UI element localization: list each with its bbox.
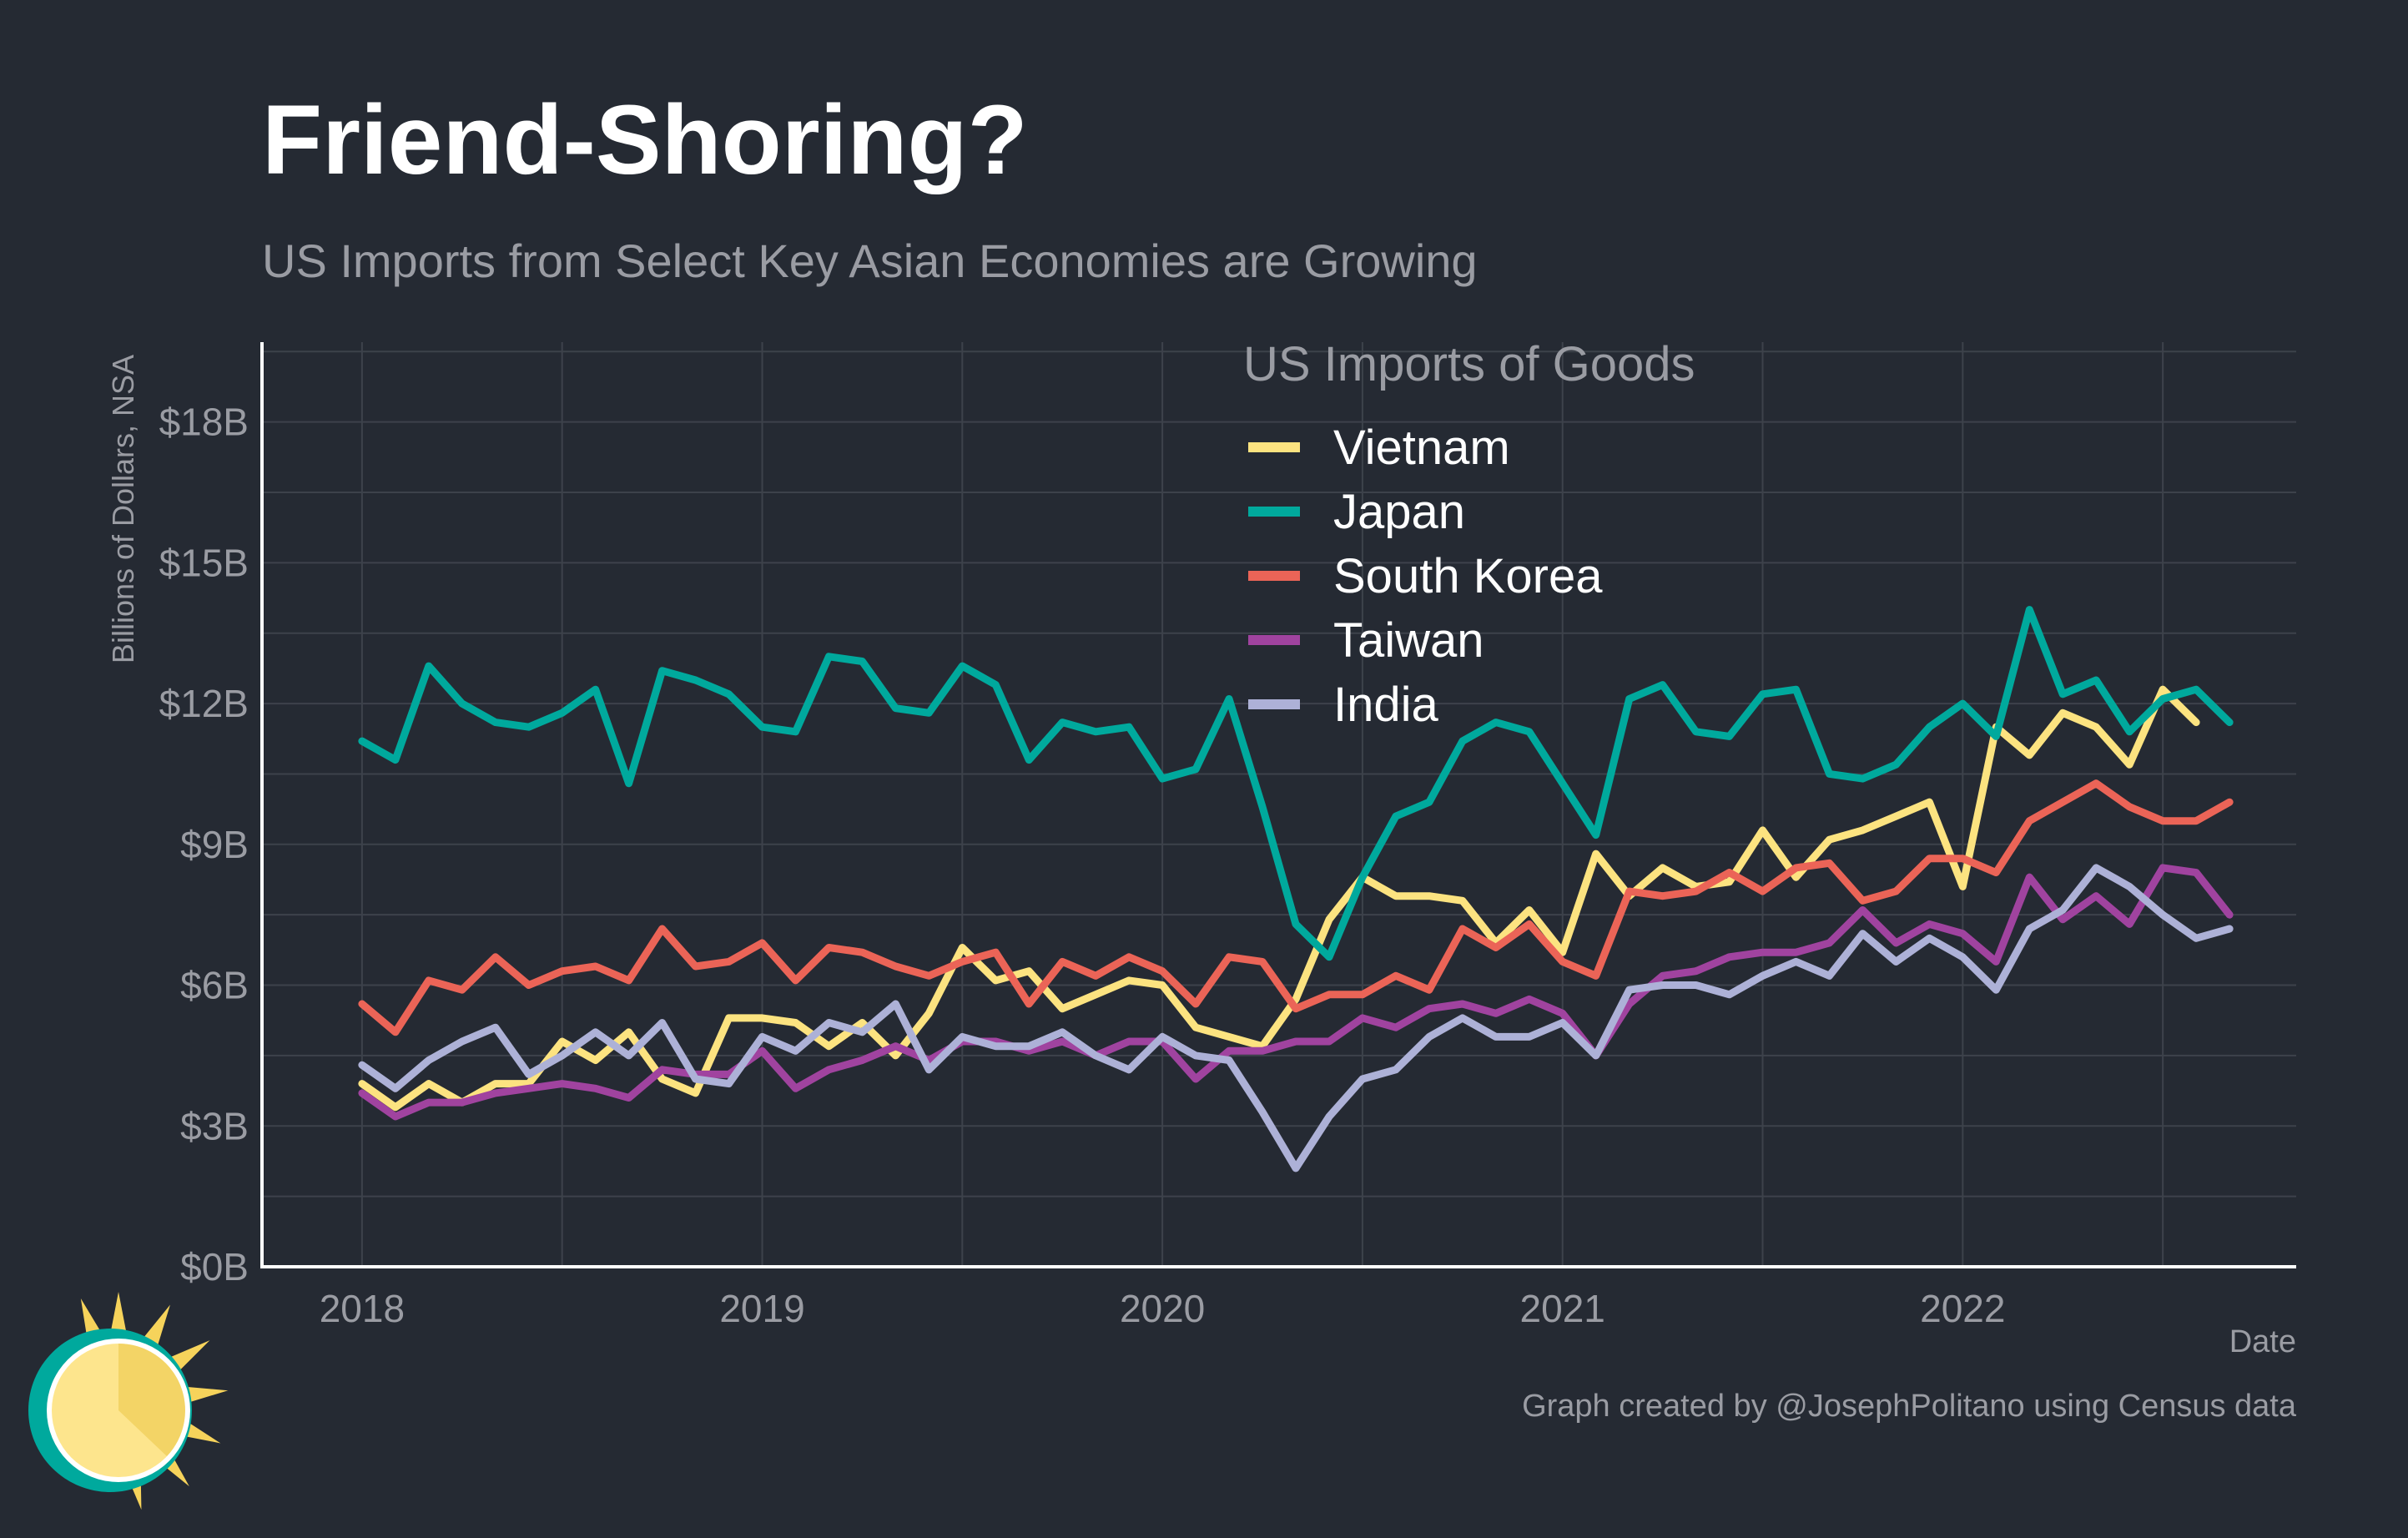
x-axis-title: Date bbox=[2229, 1324, 2296, 1359]
axes bbox=[260, 342, 2296, 1268]
legend-title: US Imports of Goods bbox=[1243, 337, 1695, 391]
x-tick-label: 2021 bbox=[1520, 1287, 1605, 1330]
chart-subtitle: US Imports from Select Key Asian Economi… bbox=[262, 234, 1478, 287]
y-tick-label: $0B bbox=[180, 1245, 249, 1288]
y-tick-label: $3B bbox=[180, 1104, 249, 1147]
credit-text: Graph created by @JosephPolitano using C… bbox=[1522, 1389, 2296, 1424]
series-line-taiwan bbox=[358, 864, 2234, 1121]
x-tick-label: 2018 bbox=[320, 1287, 405, 1330]
series-lines bbox=[358, 606, 2234, 1172]
x-tick-label: 2019 bbox=[719, 1287, 804, 1330]
series-line-vietnam bbox=[358, 685, 2200, 1112]
chart-title: Friend-Shoring? bbox=[262, 85, 1028, 195]
y-tick-label: $9B bbox=[180, 823, 249, 866]
x-tick-label: 2020 bbox=[1120, 1287, 1205, 1330]
y-tick-label: $12B bbox=[159, 682, 249, 725]
series-line-india bbox=[358, 864, 2234, 1172]
y-tick-label: $6B bbox=[180, 964, 249, 1007]
x-tick-label: 2022 bbox=[1920, 1287, 2005, 1330]
y-tick-label: $18B bbox=[159, 401, 249, 444]
y-tick-label: $15B bbox=[159, 541, 249, 584]
y-axis-title: Billions of Dollars, NSA bbox=[106, 355, 140, 663]
legend-label: South Korea bbox=[1333, 549, 1603, 603]
series-line-japan bbox=[358, 606, 2234, 961]
legend-label: India bbox=[1333, 678, 1439, 732]
sun-logo-icon bbox=[28, 1292, 229, 1510]
axis-labels: $0B $3B $6B $9B $12B $15B $18B 2018 2019 2020 2021… bbox=[106, 355, 2296, 1359]
legend: US Imports of Goods Vietnam Japan South Kor… bbox=[1243, 337, 1695, 732]
series-line-south-korea bbox=[358, 779, 2234, 1036]
legend-label: Japan bbox=[1333, 485, 1465, 539]
legend-label: Taiwan bbox=[1333, 613, 1484, 668]
grid-lines bbox=[262, 342, 2296, 1267]
legend-label: Vietnam bbox=[1333, 421, 1510, 475]
